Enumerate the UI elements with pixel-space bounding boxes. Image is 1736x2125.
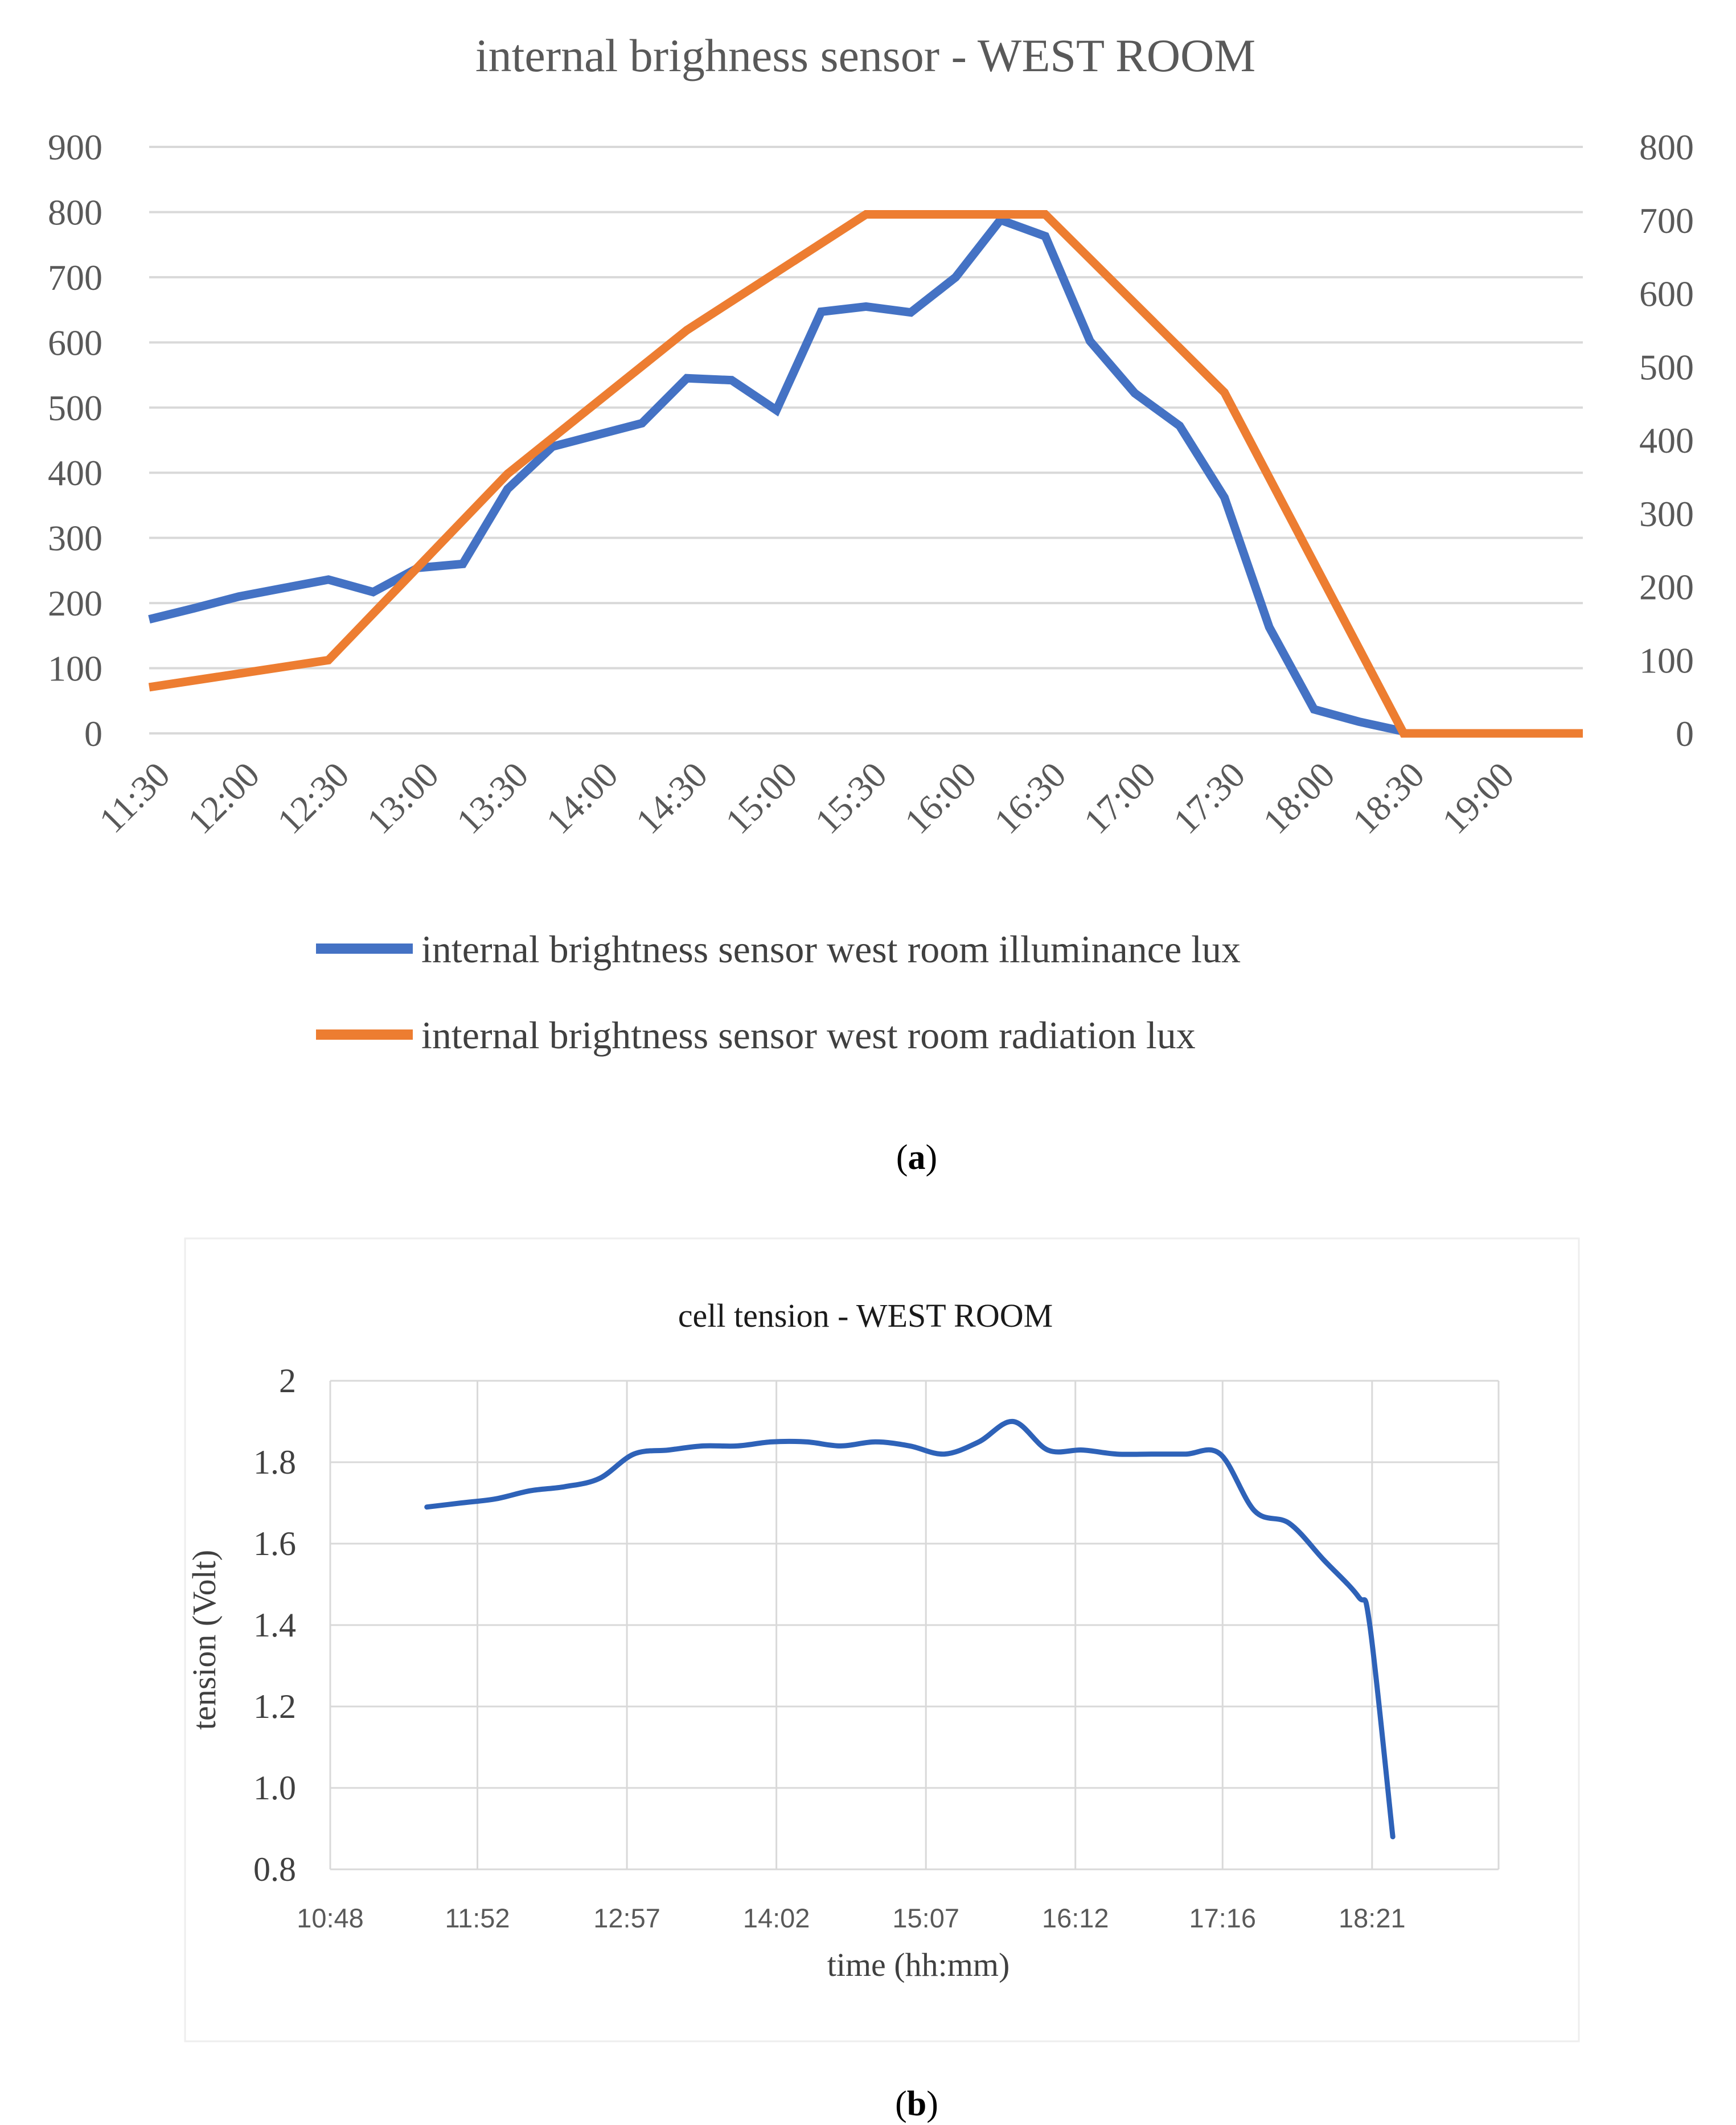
x-tick-label: 15:00 xyxy=(717,754,805,842)
x-tick-label: 18:21 xyxy=(1339,1903,1406,1933)
chart-b-y-ticks: 0.8 1.0 1.2 1.4 1.6 1.8 2 xyxy=(253,1362,296,1888)
x-tick-label: 13:00 xyxy=(359,754,446,842)
chart-b-x-ticks: 10:48 11:52 12:57 14:02 15:07 16:12 17:16 18:21 xyxy=(297,1903,1405,1933)
x-tick-label: 10:48 xyxy=(297,1903,364,1933)
y-right-tick-label: 200 xyxy=(1639,567,1694,608)
y-tick-label: 1.0 xyxy=(253,1769,296,1807)
chart-a-right-y-ticks: 0 100 200 300 400 500 600 700 800 xyxy=(1639,127,1694,754)
x-tick-label: 12:00 xyxy=(180,754,267,842)
y-tick-label: 1.6 xyxy=(253,1525,296,1562)
chart-a-legend: internal brightness sensor west room ill… xyxy=(316,928,1241,1057)
y-right-tick-label: 500 xyxy=(1639,347,1694,387)
chart-a-x-ticks: 11:30 12:00 12:30 13:00 13:30 14:00 14:30 15:00… xyxy=(91,754,1521,842)
x-tick-label: 17:30 xyxy=(1165,754,1253,842)
x-tick-label: 18:30 xyxy=(1345,754,1432,842)
x-tick-label: 17:16 xyxy=(1189,1903,1256,1933)
x-tick-label: 16:30 xyxy=(986,754,1073,842)
y-left-tick-label: 100 xyxy=(48,649,102,689)
y-left-tick-label: 300 xyxy=(48,518,102,559)
y-tick-label: 1.8 xyxy=(253,1443,296,1481)
y-right-tick-label: 600 xyxy=(1639,274,1694,314)
y-right-tick-label: 400 xyxy=(1639,420,1694,461)
y-right-tick-label: 0 xyxy=(1676,713,1694,754)
x-tick-label: 16:00 xyxy=(897,754,984,842)
y-left-tick-label: 900 xyxy=(48,127,102,167)
x-tick-label: 18:00 xyxy=(1255,754,1342,842)
chart-a-series xyxy=(148,210,1583,738)
series-line-radiation xyxy=(148,210,1583,738)
x-tick-label: 14:30 xyxy=(628,754,715,842)
chart-b-x-axis-label: time (hh:mm) xyxy=(827,1946,1010,1983)
chart-b-cell-tension: cell tension - WEST ROOM 0.8 1.0 1.2 1.4 1.6… xyxy=(184,1237,1580,2123)
chart-b-series xyxy=(424,1418,1396,1840)
chart-a-illuminance-radiation: internal brighness sensor - WEST ROOM 01… xyxy=(48,30,1694,1177)
caption-b: (b) xyxy=(895,2085,938,2123)
x-tick-label: 15:30 xyxy=(807,754,894,842)
y-right-tick-label: 300 xyxy=(1639,494,1694,534)
x-tick-label: 17:00 xyxy=(1076,754,1163,842)
y-left-tick-label: 500 xyxy=(48,388,102,428)
y-left-tick-label: 200 xyxy=(48,583,102,623)
x-tick-label: 16:12 xyxy=(1042,1903,1109,1933)
y-right-tick-label: 800 xyxy=(1639,127,1694,167)
series-line-tension xyxy=(424,1418,1396,1840)
y-tick-label: 1.2 xyxy=(253,1688,296,1725)
y-tick-label: 2 xyxy=(279,1362,296,1400)
chart-a-left-y-ticks: 0 100 200 300 400 500 600 700 800 900 xyxy=(48,127,102,754)
chart-a-title: internal brighness sensor - WEST ROOM xyxy=(475,30,1255,81)
y-left-tick-label: 0 xyxy=(84,713,102,754)
chart-a-gridlines xyxy=(149,146,1583,735)
chart-b-y-axis-label: tension (Volt) xyxy=(186,1550,223,1730)
x-tick-label: 14:02 xyxy=(743,1903,810,1933)
series-line-illuminance xyxy=(148,215,1405,736)
y-right-tick-label: 700 xyxy=(1639,200,1694,241)
y-right-tick-label: 100 xyxy=(1639,640,1694,680)
y-tick-label: 1.4 xyxy=(253,1606,296,1644)
x-tick-label: 14:00 xyxy=(538,754,625,842)
x-tick-label: 11:30 xyxy=(91,754,178,841)
y-left-tick-label: 400 xyxy=(48,453,102,493)
y-left-tick-label: 600 xyxy=(48,322,102,363)
chart-b-title: cell tension - WEST ROOM xyxy=(678,1297,1053,1334)
legend-label-radiation: internal brightness sensor west room rad… xyxy=(421,1014,1196,1057)
x-tick-label: 15:07 xyxy=(892,1903,959,1933)
legend-label-illuminance: internal brightness sensor west room ill… xyxy=(421,928,1241,971)
y-left-tick-label: 800 xyxy=(48,192,102,232)
y-left-tick-label: 700 xyxy=(48,257,102,298)
caption-a: (a) xyxy=(896,1138,937,1177)
y-tick-label: 0.8 xyxy=(253,1851,296,1888)
x-tick-label: 19:00 xyxy=(1434,754,1521,842)
x-tick-label: 12:30 xyxy=(269,754,356,842)
chart-b-gridlines xyxy=(329,1380,1500,1870)
x-tick-label: 12:57 xyxy=(593,1903,660,1933)
chart-b-border xyxy=(184,1237,1580,2042)
x-tick-label: 13:30 xyxy=(449,754,536,842)
x-tick-label: 11:52 xyxy=(445,1903,510,1933)
